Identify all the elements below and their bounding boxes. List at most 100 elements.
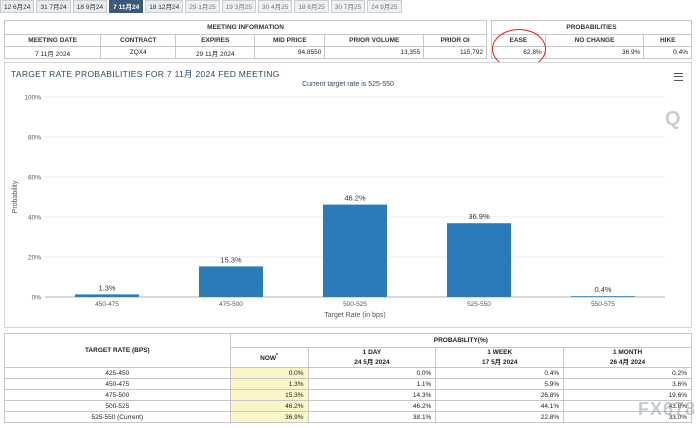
- probability-cell: 0.2%: [563, 367, 692, 379]
- bar: [199, 266, 263, 297]
- probability-cell: 1.1%: [307, 378, 437, 390]
- probability-detail-table: TARGET RATE (BPS) PROBABILITY(%) NOW* 1 D…: [4, 333, 693, 423]
- probability-cell: 46.2%: [229, 400, 309, 412]
- x-tick-label: 550-575: [591, 301, 615, 308]
- probability-cell: 5.9%: [435, 378, 565, 390]
- no-change-value: 36.9%: [544, 46, 645, 59]
- column-header-date: 24 5月 2024: [354, 359, 390, 366]
- y-tick-label: 60%: [28, 175, 41, 182]
- probability-group-header: PROBABILITY(%): [229, 333, 693, 348]
- target-rate-cell: 475-500: [4, 389, 231, 401]
- hamburger-menu-icon[interactable]: [674, 73, 683, 81]
- column-header-date: 26 4月 2024: [609, 359, 646, 366]
- tab-meeting-date[interactable]: 12 6月24: [0, 0, 35, 13]
- probability-cell: 44.1%: [435, 400, 565, 412]
- column-header-footnote: *: [276, 352, 278, 359]
- column-header-line1: 1 MONTH: [612, 349, 643, 356]
- target-rate-cell: 450-475: [4, 378, 231, 390]
- tab-meeting-date[interactable]: 31 7月24: [36, 0, 71, 13]
- column-header-line1: 1 WEEK: [487, 349, 513, 356]
- probability-bar-chart: 0% 20% 40% 60% 80% 100% Probability 1.3% 450-475…: [12, 95, 665, 319]
- bar: [75, 294, 139, 297]
- probability-cell: 33.0%: [563, 411, 692, 423]
- meeting-information-title: MEETING INFORMATION: [4, 20, 487, 35]
- probability-cell: 0.4%: [435, 367, 565, 379]
- column-header-label: NOW*: [235, 353, 304, 362]
- probability-cell: 0.0%: [307, 367, 437, 379]
- y-tick-label: 40%: [28, 215, 41, 222]
- bar-value-label: 15.3%: [220, 255, 242, 264]
- bar: [323, 204, 387, 297]
- table-row: 525-550 (Current) 36.9% 38.1% 22.8% 33.0%: [4, 411, 692, 423]
- fx678-watermark: FX678: [637, 399, 696, 419]
- probability-cell: 15.3%: [229, 389, 309, 401]
- column-header-label: 1 WEEK: [440, 349, 559, 356]
- column-header-line1: NOW: [260, 355, 277, 363]
- table-row: 425-450 0.0% 0.0% 0.4% 0.2%: [4, 367, 692, 379]
- bar: [571, 296, 635, 297]
- probability-cell: 1.3%: [229, 378, 309, 390]
- column-header-line1: 1 DAY: [362, 349, 382, 356]
- target-rate-cell: 425-450: [4, 367, 231, 379]
- probability-cell: 38.1%: [307, 411, 437, 423]
- y-tick-label: 100%: [24, 95, 41, 102]
- y-tick-label: 20%: [28, 255, 41, 262]
- bar-value-label: 1.3%: [98, 283, 115, 292]
- probability-cell: 46.2%: [307, 400, 437, 412]
- contract-value: ZQX4: [100, 46, 177, 59]
- tab-meeting-date[interactable]: 30 4月25: [257, 0, 293, 13]
- tab-meeting-date[interactable]: 18 6月25: [294, 0, 329, 13]
- y-axis-label: Probability: [12, 180, 19, 213]
- probability-cell: 0.0%: [229, 367, 309, 379]
- chart-card: 0% 20% 40% 60% 80% 100% Probability 1.3% 450-475…: [4, 62, 692, 328]
- probability-cell: 3.6%: [563, 378, 692, 390]
- probability-column-header: 1 WEEK 17 5月 2024: [435, 347, 565, 368]
- tab-meeting-date[interactable]: 24 9月25: [367, 0, 402, 13]
- tab-meeting-date[interactable]: 18 12月24: [145, 0, 184, 13]
- header-meeting-date: MEETING DATE: [3, 34, 102, 47]
- tab-meeting-date[interactable]: 30 7月25: [330, 0, 366, 13]
- header-prior-volume: PRIOR VOLUME: [324, 34, 425, 47]
- tab-meeting-date[interactable]: 18 9月24: [72, 0, 108, 13]
- header-prior-oi: PRIOR OI: [423, 34, 487, 47]
- header-no-change: NO CHANGE: [544, 34, 645, 47]
- target-rate-cell: 500-525: [4, 400, 231, 412]
- hike-value: 0.4%: [643, 46, 692, 59]
- chart-subtitle: Current target rate is 525-550: [302, 81, 394, 88]
- target-rate-cell: 525-550 (Current): [4, 411, 231, 423]
- x-tick-label: 500-525: [343, 301, 367, 308]
- tab-meeting-date[interactable]: 7 11月24: [109, 0, 144, 13]
- probabilities-title: PROBABILITIES: [491, 20, 692, 35]
- x-tick-label: 525-550: [467, 301, 491, 308]
- meeting-information-table: MEETING INFORMATION MEETING DATE CONTRAC…: [3, 20, 487, 59]
- quikstrike-logo: Q: [665, 108, 681, 130]
- header-contract: CONTRACT: [100, 34, 177, 47]
- probability-column-header: 1 MONTH 26 4月 2024: [563, 347, 692, 368]
- bar: [447, 223, 511, 297]
- y-tick-label: 0%: [32, 295, 42, 302]
- column-header-date: 17 5月 2024: [482, 359, 518, 366]
- bar-value-label: 46.2%: [344, 194, 366, 203]
- probability-column-header: NOW*: [229, 347, 309, 368]
- bar-value-label: 36.9%: [468, 212, 490, 221]
- probability-cell: 26.8%: [435, 389, 565, 401]
- column-header-label: 1 DAY: [313, 349, 432, 356]
- meeting-date-value: 7 11月 2024: [3, 46, 102, 59]
- probability-cell: 14.3%: [307, 389, 437, 401]
- x-tick-label: 450-475: [95, 301, 119, 308]
- expires-value: 29 11月 2024: [175, 46, 256, 59]
- prior-oi-value: 115,792: [423, 46, 487, 59]
- x-tick-label: 475-500: [219, 301, 243, 308]
- tab-meeting-date[interactable]: 29 1月25: [185, 0, 220, 13]
- table-row: 500-525 46.2% 46.2% 44.1% 43.8%: [4, 400, 692, 412]
- probability-cell: 22.8%: [435, 411, 565, 423]
- y-tick-label: 80%: [28, 135, 41, 142]
- bar-value-label: 0.4%: [594, 285, 611, 294]
- probability-cell: 36.9%: [229, 411, 309, 423]
- header-mid-price: MID PRICE: [254, 34, 326, 47]
- tab-meeting-date[interactable]: 19 3月25: [221, 0, 256, 13]
- header-expires: EXPIRES: [175, 34, 256, 47]
- x-axis-label: Target Rate (in bps): [324, 312, 385, 319]
- probability-column-header: 1 DAY 24 5月 2024: [307, 347, 437, 368]
- table-row: 450-475 1.3% 1.1% 5.9% 3.6%: [4, 378, 692, 390]
